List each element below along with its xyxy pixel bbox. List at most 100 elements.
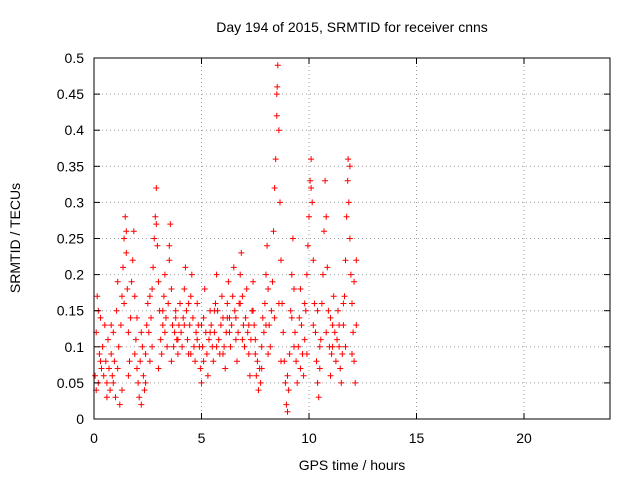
data-point bbox=[123, 228, 130, 235]
data-point bbox=[211, 307, 218, 314]
data-point bbox=[291, 286, 297, 292]
data-point bbox=[345, 156, 352, 163]
data-point bbox=[92, 372, 99, 379]
data-point bbox=[300, 372, 307, 379]
data-point bbox=[142, 379, 149, 386]
data-point bbox=[291, 343, 297, 350]
data-point bbox=[131, 293, 138, 300]
data-point bbox=[96, 351, 103, 357]
data-point bbox=[244, 329, 251, 336]
y-tick-label: 0.4 bbox=[65, 122, 85, 138]
data-point bbox=[152, 213, 159, 220]
data-point bbox=[181, 322, 188, 329]
data-point bbox=[215, 336, 222, 343]
data-point bbox=[273, 112, 280, 119]
data-point bbox=[297, 365, 304, 372]
data-point bbox=[224, 300, 231, 307]
data-point bbox=[327, 314, 334, 321]
data-point bbox=[183, 307, 190, 314]
data-point bbox=[345, 199, 352, 206]
data-point bbox=[121, 235, 128, 242]
data-point bbox=[185, 300, 192, 307]
data-point bbox=[325, 307, 332, 314]
data-point bbox=[169, 322, 176, 329]
data-point bbox=[349, 300, 355, 307]
data-point bbox=[231, 307, 238, 314]
data-point bbox=[268, 307, 275, 314]
data-point bbox=[239, 336, 246, 343]
data-point bbox=[283, 401, 290, 408]
data-point bbox=[350, 329, 357, 336]
data-point bbox=[226, 329, 233, 336]
data-point bbox=[288, 314, 295, 321]
data-point bbox=[134, 365, 140, 372]
data-point bbox=[235, 329, 242, 336]
data-point bbox=[161, 271, 168, 278]
data-point bbox=[232, 314, 239, 321]
data-point bbox=[187, 351, 194, 357]
data-point bbox=[181, 286, 188, 292]
data-point bbox=[174, 351, 181, 357]
data-point bbox=[121, 300, 128, 307]
data-point bbox=[102, 358, 109, 365]
data-point bbox=[317, 336, 324, 343]
data-point bbox=[198, 379, 205, 386]
data-point bbox=[120, 264, 126, 271]
y-tick-label: 0.35 bbox=[57, 158, 84, 174]
data-point bbox=[163, 314, 169, 321]
data-point bbox=[222, 365, 229, 372]
data-point bbox=[242, 314, 249, 321]
grid-lines bbox=[94, 58, 610, 419]
data-point bbox=[269, 278, 276, 285]
data-point bbox=[341, 293, 348, 300]
data-point bbox=[129, 257, 136, 264]
data-point bbox=[126, 358, 133, 365]
data-point bbox=[145, 329, 152, 336]
data-point bbox=[224, 314, 231, 321]
data-point bbox=[132, 336, 139, 343]
data-point bbox=[143, 322, 150, 329]
data-point bbox=[150, 264, 157, 271]
data-point bbox=[302, 307, 309, 314]
data-point bbox=[220, 351, 226, 357]
data-point bbox=[258, 365, 265, 372]
data-point bbox=[352, 379, 359, 386]
y-tick-label: 0.25 bbox=[57, 231, 84, 247]
data-point bbox=[142, 351, 149, 357]
data-point bbox=[139, 343, 146, 350]
data-point bbox=[278, 257, 284, 264]
data-point bbox=[206, 336, 212, 343]
data-point bbox=[108, 322, 115, 329]
data-point bbox=[184, 336, 191, 343]
data-point bbox=[151, 235, 158, 242]
data-point bbox=[212, 300, 219, 307]
data-point bbox=[351, 358, 358, 365]
data-point bbox=[119, 387, 125, 394]
data-point bbox=[296, 314, 303, 321]
data-point bbox=[278, 358, 284, 365]
data-point bbox=[346, 163, 353, 170]
data-point bbox=[241, 343, 248, 350]
x-tick-label: 0 bbox=[90, 430, 98, 446]
data-point bbox=[246, 372, 253, 379]
data-point bbox=[189, 314, 196, 321]
data-point bbox=[166, 257, 173, 264]
data-point bbox=[287, 307, 294, 314]
data-point bbox=[125, 372, 132, 379]
y-tick-label: 0.05 bbox=[57, 375, 84, 391]
data-point bbox=[203, 351, 210, 357]
data-point bbox=[351, 278, 358, 285]
data-point bbox=[117, 322, 124, 329]
data-point bbox=[251, 322, 258, 329]
y-tick-label: 0.15 bbox=[57, 303, 84, 319]
data-point bbox=[329, 322, 336, 329]
data-point bbox=[192, 358, 199, 365]
data-point bbox=[200, 314, 207, 321]
data-point bbox=[307, 177, 314, 184]
data-point bbox=[259, 314, 266, 321]
data-point bbox=[238, 249, 245, 256]
data-point bbox=[306, 213, 312, 220]
data-point bbox=[182, 264, 189, 271]
data-point bbox=[285, 387, 292, 394]
data-point bbox=[339, 351, 346, 357]
